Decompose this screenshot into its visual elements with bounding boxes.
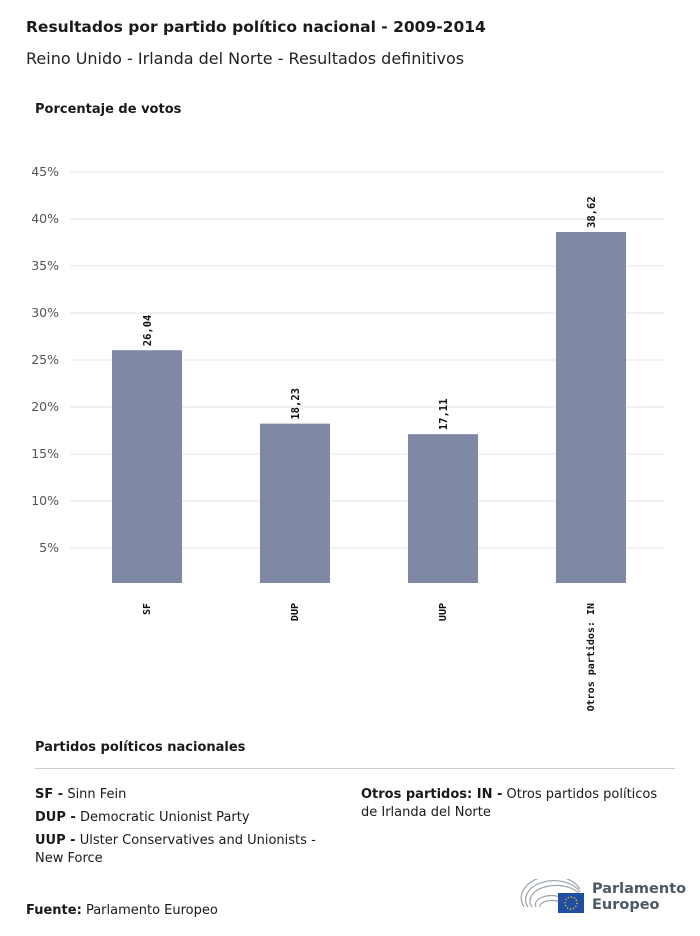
- y-tick-label: 30%: [31, 305, 59, 320]
- legend-item: UUP - Ulster Conservatives and Unionists…: [35, 833, 316, 866]
- y-tick-label: 10%: [31, 493, 59, 508]
- bar: [408, 434, 478, 583]
- data-label: 17,11: [438, 399, 450, 431]
- y-axis-label: Porcentaje de votos: [35, 102, 182, 117]
- bar: [260, 423, 330, 583]
- y-tick-label: 5%: [39, 540, 59, 555]
- y-tick-label: 25%: [31, 352, 59, 367]
- data-label: 26,04: [142, 315, 154, 347]
- y-tick-label: 15%: [31, 446, 59, 461]
- data-label: 18,23: [290, 388, 302, 420]
- chart-title: Resultados por partido político nacional…: [26, 18, 486, 36]
- bar: [556, 231, 626, 584]
- x-category-label: Otros partidos: IN: [585, 603, 597, 711]
- legend-item: Otros partidos: IN - Otros partidos polí…: [361, 787, 658, 820]
- bar: [112, 350, 182, 583]
- parliament-logo: Parlamento Europeo: [520, 879, 686, 915]
- y-tick-label: 40%: [31, 211, 59, 226]
- y-tick-label: 20%: [31, 399, 59, 414]
- parliament-hemicycle-icon: [520, 879, 584, 913]
- x-category-label: SF: [142, 603, 153, 615]
- chart-subtitle: Reino Unido - Irlanda del Norte - Result…: [26, 49, 465, 68]
- source-note: Fuente: Parlamento Europeo: [26, 903, 218, 918]
- x-category-label: DUP: [290, 603, 301, 621]
- x-category-label: UUP: [438, 603, 449, 621]
- legend-item: SF - Sinn Fein: [35, 787, 127, 802]
- y-tick-label: 45%: [31, 164, 59, 179]
- legend-divider: [35, 768, 675, 769]
- bar-chart: 5% 10% 15% 20% 25% 30% 35% 40% 45% 26,04 SF 18,23 DU…: [31, 164, 665, 711]
- data-label: 38,62: [586, 196, 598, 228]
- legend-item: DUP - Democratic Unionist Party: [35, 810, 250, 825]
- y-tick-label: 35%: [31, 258, 59, 273]
- legend-title: Partidos políticos nacionales: [35, 740, 246, 755]
